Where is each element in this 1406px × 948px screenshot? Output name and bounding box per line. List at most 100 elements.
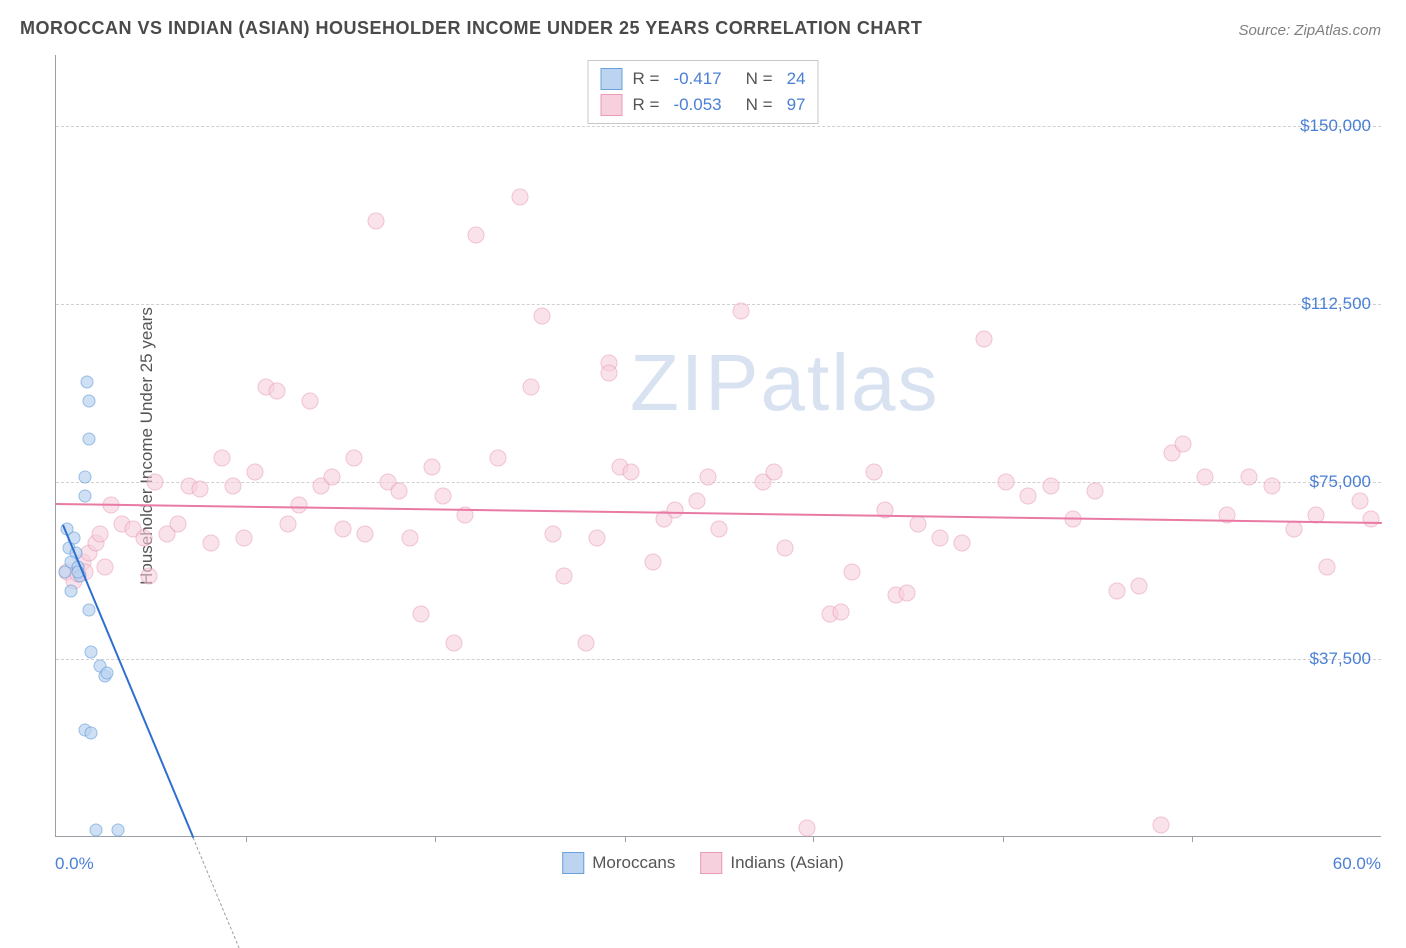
data-point [213, 449, 230, 466]
data-point [224, 478, 241, 495]
x-tick [625, 836, 626, 842]
data-point [83, 394, 96, 407]
data-point [269, 383, 286, 400]
data-point [932, 530, 949, 547]
data-point [1263, 478, 1280, 495]
data-point [1086, 483, 1103, 500]
trend-line-dashed [193, 837, 240, 948]
data-point [699, 468, 716, 485]
data-point [832, 603, 849, 620]
data-point [434, 487, 451, 504]
data-point [140, 568, 157, 585]
data-point [766, 464, 783, 481]
legend-series-item: Moroccans [562, 852, 675, 874]
data-point [490, 449, 507, 466]
data-point [1318, 558, 1335, 575]
legend-swatch [562, 852, 584, 874]
n-value: 97 [787, 95, 806, 115]
data-point [688, 492, 705, 509]
legend-series-item: Indians (Asian) [700, 852, 843, 874]
data-point [578, 634, 595, 651]
data-point [589, 530, 606, 547]
data-point [600, 364, 617, 381]
data-point [85, 646, 98, 659]
data-point [390, 483, 407, 500]
data-point [1153, 817, 1170, 834]
data-point [85, 726, 98, 739]
x-tick [813, 836, 814, 842]
data-point [1285, 520, 1302, 537]
x-min-label: 0.0% [55, 854, 94, 874]
legend-swatch [601, 68, 623, 90]
n-label: N = [746, 95, 773, 115]
data-point [512, 189, 529, 206]
x-tick [1003, 836, 1004, 842]
r-label: R = [633, 69, 660, 89]
data-point [368, 212, 385, 229]
data-point [280, 516, 297, 533]
data-point [622, 464, 639, 481]
data-point [65, 584, 78, 597]
data-point [357, 525, 374, 542]
data-point [83, 603, 96, 616]
data-point [909, 516, 926, 533]
source-label: Source: ZipAtlas.com [1238, 22, 1381, 39]
data-point [865, 464, 882, 481]
x-max-label: 60.0% [1333, 854, 1381, 874]
data-point [1197, 468, 1214, 485]
data-point [733, 302, 750, 319]
r-label: R = [633, 95, 660, 115]
data-point [467, 227, 484, 244]
data-point [998, 473, 1015, 490]
data-point [78, 489, 91, 502]
x-tick [435, 836, 436, 842]
data-point [92, 525, 109, 542]
x-tick [246, 836, 247, 842]
data-point [246, 464, 263, 481]
data-point [202, 535, 219, 552]
r-value: -0.053 [673, 95, 721, 115]
data-point [556, 568, 573, 585]
gridline [56, 126, 1381, 127]
data-point [96, 558, 113, 575]
data-point [401, 530, 418, 547]
data-point [1351, 492, 1368, 509]
data-point [1108, 582, 1125, 599]
watermark: ZIPatlas [630, 337, 939, 429]
data-point [191, 480, 208, 497]
y-tick-label: $150,000 [1300, 116, 1371, 136]
data-point [954, 535, 971, 552]
data-point [169, 516, 186, 533]
legend-swatch [601, 94, 623, 116]
data-point [291, 497, 308, 514]
legend-stats-box: R =-0.417N =24R =-0.053N =97 [588, 60, 819, 124]
data-point [1130, 577, 1147, 594]
data-point [412, 606, 429, 623]
legend-series-label: Moroccans [592, 853, 675, 873]
data-point [445, 634, 462, 651]
data-point [58, 565, 71, 578]
data-point [1175, 435, 1192, 452]
data-point [335, 520, 352, 537]
data-point [136, 530, 153, 547]
data-point [83, 432, 96, 445]
y-tick-label: $112,500 [1301, 294, 1371, 314]
correlation-chart: MOROCCAN VS INDIAN (ASIAN) HOUSEHOLDER I… [0, 0, 1406, 892]
data-point [147, 473, 164, 490]
gridline [56, 659, 1381, 660]
data-point [799, 819, 816, 836]
chart-title: MOROCCAN VS INDIAN (ASIAN) HOUSEHOLDER I… [20, 18, 922, 39]
legend-stats-row: R =-0.417N =24 [601, 66, 806, 92]
data-point [235, 530, 252, 547]
data-point [1362, 511, 1379, 528]
plot-area: ZIPatlas $37,500$75,000$112,500$150,000 [55, 55, 1381, 837]
legend-series-label: Indians (Asian) [730, 853, 843, 873]
gridline [56, 304, 1381, 305]
data-point [545, 525, 562, 542]
legend-swatch [700, 852, 722, 874]
data-point [111, 823, 124, 836]
trend-line [62, 525, 194, 839]
r-value: -0.417 [673, 69, 721, 89]
data-point [346, 449, 363, 466]
data-point [423, 459, 440, 476]
